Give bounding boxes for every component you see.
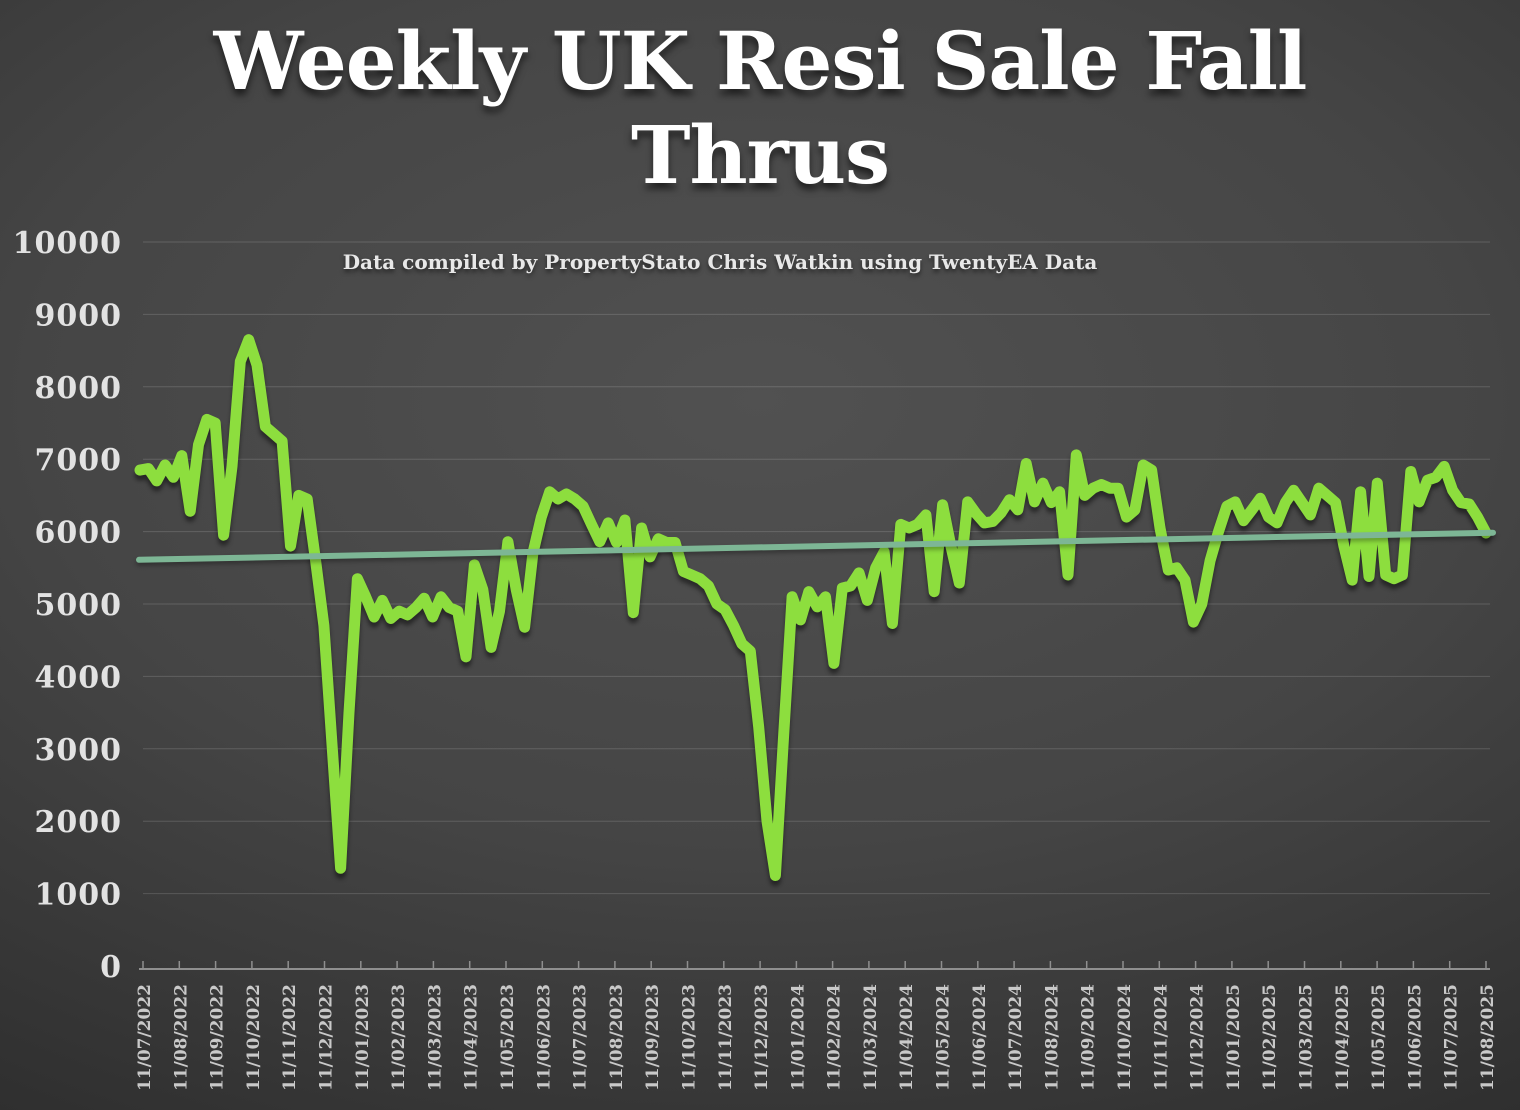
x-tick-label: 11/08/2022 xyxy=(171,984,191,1091)
y-tick-label: 10000 xyxy=(13,226,122,261)
x-tick-label: 11/09/2022 xyxy=(208,984,228,1091)
x-axis: 11/07/2022 11/08/2022 11/09/2022 11/10/2022… xyxy=(135,961,1498,1091)
x-tick-label: 11/07/2022 xyxy=(135,984,155,1091)
x-tick-label: 11/10/2023 xyxy=(680,984,700,1091)
x-tick-label: 11/04/2024 xyxy=(897,984,917,1091)
x-tick-label: 11/11/2023 xyxy=(716,984,736,1091)
x-tick-label: 11/06/2023 xyxy=(534,984,554,1091)
x-tick-label: 11/11/2022 xyxy=(280,984,300,1091)
y-tick-label: 8000 xyxy=(35,371,123,406)
weekly-series-line xyxy=(134,334,1492,881)
x-tick-label: 11/06/2025 xyxy=(1405,984,1425,1091)
x-tick-label: 11/01/2025 xyxy=(1224,984,1244,1091)
x-tick-label: 11/04/2023 xyxy=(462,984,482,1091)
x-tick-label: 11/06/2024 xyxy=(970,984,990,1091)
title-line-2: Thrus xyxy=(630,108,890,203)
x-tick-label: 11/05/2024 xyxy=(934,984,954,1091)
y-tick-label: 5000 xyxy=(35,588,123,623)
x-tick-label: 11/05/2025 xyxy=(1369,984,1389,1091)
x-tick-label: 11/09/2023 xyxy=(643,984,663,1091)
y-tick-label: 0 xyxy=(100,950,122,985)
x-tick-label: 11/08/2025 xyxy=(1478,984,1498,1091)
x-tick-label: 11/02/2023 xyxy=(389,984,409,1091)
x-tick-label: 11/04/2025 xyxy=(1333,984,1353,1091)
chart-subtitle: Data compiled by PropertyStato Chris Wat… xyxy=(342,250,1098,274)
y-tick-label: 4000 xyxy=(35,660,123,695)
x-tick-label: 11/07/2025 xyxy=(1442,984,1462,1091)
x-tick-label: 11/03/2024 xyxy=(861,984,881,1091)
x-tick-label: 11/08/2024 xyxy=(1042,984,1062,1091)
x-tick-label: 11/08/2023 xyxy=(607,984,627,1091)
title-line-1: Weekly UK Resi Sale Fall xyxy=(213,14,1308,108)
y-tick-label: 2000 xyxy=(35,805,123,840)
x-tick-label: 11/01/2024 xyxy=(788,984,808,1091)
x-tick-label: 11/02/2025 xyxy=(1260,984,1280,1091)
page-title: Weekly UK Resi Sale Fall Thrus xyxy=(0,14,1520,203)
y-tick-label: 9000 xyxy=(35,298,123,333)
y-tick-label: 3000 xyxy=(35,733,123,768)
x-tick-label: 11/07/2023 xyxy=(571,984,591,1091)
x-tick-label: 11/03/2023 xyxy=(425,984,445,1091)
x-tick-label: 11/03/2025 xyxy=(1297,984,1317,1091)
y-axis-labels: 0 1000 2000 3000 4000 5000 6000 7000 8000 9000 100… xyxy=(13,226,123,985)
x-tick-label: 11/01/2023 xyxy=(353,984,373,1091)
y-tick-label: 7000 xyxy=(35,443,123,478)
x-tick-label: 11/07/2024 xyxy=(1006,984,1026,1091)
x-tick-label: 11/09/2024 xyxy=(1079,984,1099,1091)
y-tick-label: 1000 xyxy=(35,878,123,913)
x-tick-label: 11/12/2024 xyxy=(1188,984,1208,1091)
trend-line xyxy=(136,529,1496,563)
x-tick-label: 11/10/2022 xyxy=(244,984,264,1091)
y-tick-label: 6000 xyxy=(35,516,123,551)
x-tick-label: 11/05/2023 xyxy=(498,984,518,1091)
x-tick-label: 11/02/2024 xyxy=(825,984,845,1091)
x-tick-label: 11/12/2022 xyxy=(317,984,337,1091)
x-tick-label: 11/12/2023 xyxy=(752,984,772,1091)
x-tick-label: 11/10/2024 xyxy=(1115,984,1135,1091)
x-tick-label: 11/11/2024 xyxy=(1151,984,1171,1091)
